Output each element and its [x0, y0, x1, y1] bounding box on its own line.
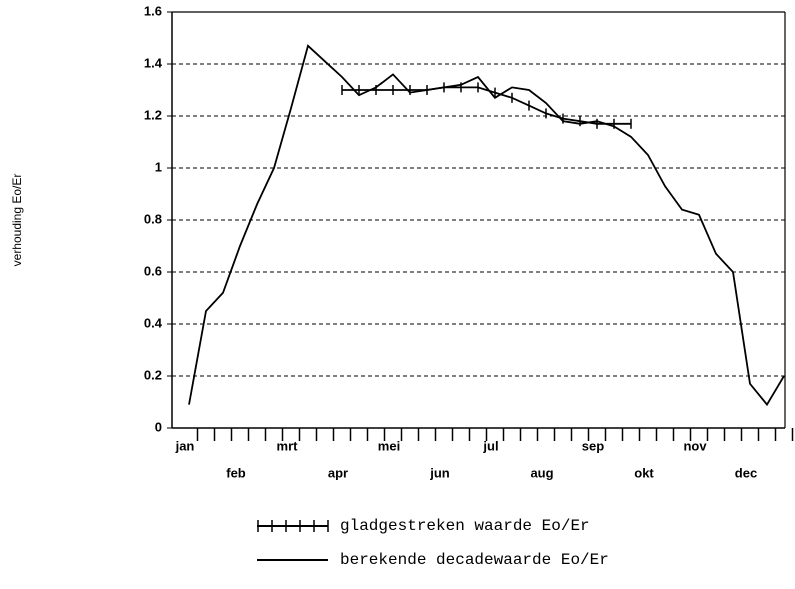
x-tick-label: apr — [328, 465, 348, 480]
x-tick-label: nov — [683, 438, 707, 453]
x-tick-label: jan — [175, 438, 195, 453]
y-tick-label: 0 — [155, 419, 162, 434]
x-tick-label: aug — [530, 465, 553, 480]
x-tick-label: jun — [429, 465, 450, 480]
x-tick-label: dec — [735, 465, 757, 480]
y-tick-label: 0.4 — [144, 315, 163, 330]
x-tick-label: feb — [226, 465, 246, 480]
y-tick-label: 1.4 — [144, 55, 163, 70]
x-tick-label: mrt — [277, 438, 299, 453]
y-tick-label: 0.6 — [144, 263, 162, 278]
legend-label: berekende decadewaarde Eo/Er — [340, 551, 609, 569]
series-line — [188, 44, 785, 407]
x-tick-label: sep — [582, 438, 604, 453]
x-tick-label: mei — [378, 438, 400, 453]
y-tick-label: 1.2 — [144, 107, 162, 122]
y-axis-label: verhouding Eo/Er — [10, 174, 24, 267]
x-tick-label: okt — [634, 465, 654, 480]
series-line — [342, 86, 631, 125]
y-tick-label: 0.2 — [144, 367, 162, 382]
legend-label: gladgestreken waarde Eo/Er — [340, 517, 590, 535]
x-tick-label: jul — [482, 438, 498, 453]
y-tick-label: 1 — [155, 159, 162, 174]
y-tick-label: 0.8 — [144, 211, 162, 226]
y-tick-label: 1.6 — [144, 3, 162, 18]
